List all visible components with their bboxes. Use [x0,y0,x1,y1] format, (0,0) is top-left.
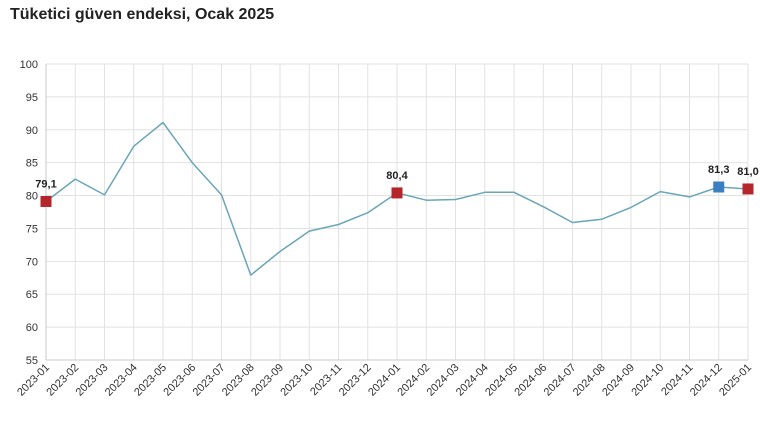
x-tick-label: 2025-01 [717,362,754,399]
x-tick-label: 2023-10 [278,362,315,399]
data-point-marker[interactable] [713,181,725,193]
y-tick-label: 75 [26,223,38,235]
data-point-marker[interactable] [391,187,403,199]
x-tick-label: 2024-10 [629,362,666,399]
y-tick-label: 60 [26,322,38,334]
data-label: 81,0 [737,166,758,178]
y-tick-label: 90 [26,125,38,137]
data-point-marker[interactable] [40,195,52,207]
data-label: 79,1 [35,178,56,190]
chart-title: Tüketici güven endeksi, Ocak 2025 [10,6,275,23]
data-label: 80,4 [386,170,408,182]
y-tick-label: 85 [26,158,38,170]
y-tick-label: 70 [26,256,38,268]
y-tick-label: 100 [20,59,38,71]
y-tick-label: 55 [26,355,38,367]
data-label: 81,3 [708,164,729,176]
y-tick-label: 80 [26,191,38,203]
y-tick-label: 65 [26,289,38,301]
data-point-marker[interactable] [742,183,754,195]
y-tick-label: 95 [26,92,38,104]
